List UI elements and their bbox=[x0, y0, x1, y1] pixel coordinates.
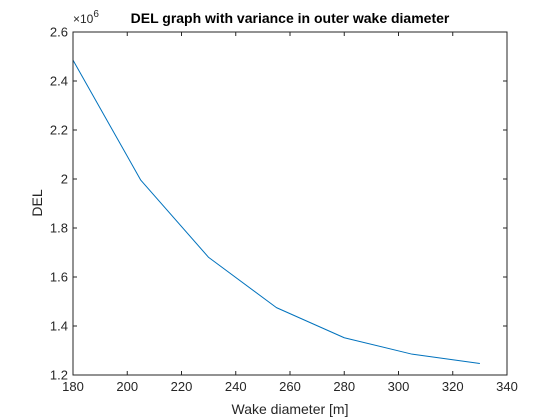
y-axis-label: DEL bbox=[29, 189, 45, 216]
x-axis-ticks: 180 200 220 240 260 280 300 320 340 bbox=[62, 32, 518, 394]
x-tick-label: 280 bbox=[333, 379, 355, 394]
x-axis-label: Wake diameter [m] bbox=[232, 401, 349, 417]
x-tick-label: 220 bbox=[171, 379, 193, 394]
x-tick-label: 300 bbox=[388, 379, 410, 394]
y-tick-label: 2.4 bbox=[50, 74, 68, 89]
series-line bbox=[72, 59, 480, 364]
y-tick-label: 2.6 bbox=[50, 25, 68, 40]
y-tick-label: 2.2 bbox=[50, 123, 68, 138]
x-tick-label: 260 bbox=[279, 379, 301, 394]
x-tick-label: 320 bbox=[442, 379, 464, 394]
y-axis-exponent-power: 6 bbox=[93, 9, 99, 20]
y-tick-label: 1.8 bbox=[50, 221, 68, 236]
y-axis-ticks: 1.2 1.4 1.6 1.8 2 2.2 2.4 2.6 bbox=[50, 25, 507, 383]
x-tick-label: 200 bbox=[116, 379, 138, 394]
y-tick-label: 1.2 bbox=[50, 368, 68, 383]
x-tick-label: 240 bbox=[225, 379, 247, 394]
chart-title: DEL graph with variance in outer wake di… bbox=[131, 10, 450, 26]
plot-area bbox=[73, 32, 507, 375]
y-tick-label: 2 bbox=[61, 172, 68, 187]
y-tick-label: 1.6 bbox=[50, 270, 68, 285]
x-tick-label: 180 bbox=[62, 379, 84, 394]
x-tick-label: 340 bbox=[496, 379, 518, 394]
series-layer bbox=[72, 59, 480, 364]
y-axis-exponent: ×106 bbox=[73, 9, 99, 26]
y-tick-label: 1.4 bbox=[50, 319, 68, 334]
y-axis-exponent-base: ×10 bbox=[73, 12, 94, 26]
